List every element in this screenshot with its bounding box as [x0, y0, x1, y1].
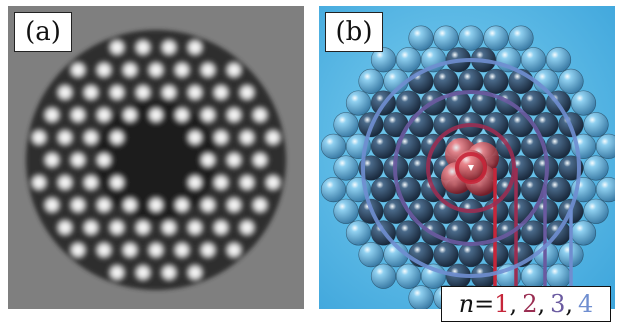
legend-n4: 4	[578, 290, 594, 318]
panel-a: (a)	[8, 6, 304, 309]
panel-b: (b)	[319, 6, 615, 309]
shell-legend: n = 1, 2, 3, 4	[441, 286, 611, 322]
legend-equals: =	[474, 290, 495, 318]
sphere-cluster-render	[319, 6, 615, 309]
panel-a-label: (a)	[14, 12, 72, 52]
panel-b-label: (b)	[325, 12, 383, 52]
legend-n1: 1	[494, 290, 510, 318]
legend-n3: 3	[550, 290, 566, 318]
micrograph-image	[8, 6, 304, 309]
legend-n2: 2	[522, 290, 538, 318]
legend-variable: n	[458, 290, 475, 318]
